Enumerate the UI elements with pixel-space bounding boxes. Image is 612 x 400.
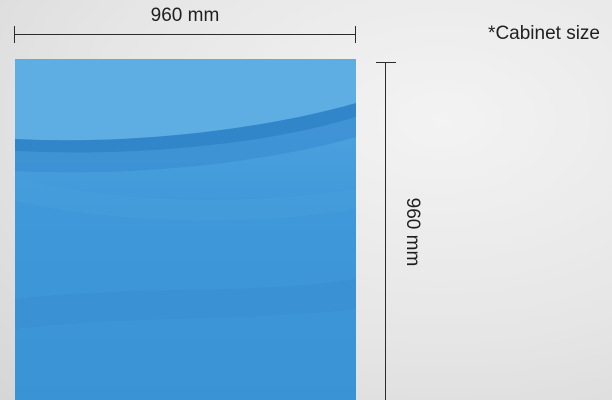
width-label: 960 mm [150,5,220,26]
panel-dark-wave [15,103,356,153]
width-dimension-right-tick [354,26,356,43]
width-dimension-bar [14,34,356,36]
cabinet-panel [15,59,356,400]
height-label: 960 mm [402,197,423,267]
width-dimension-line [14,26,356,44]
height-dimension-bar [385,62,387,400]
panel-soft-wave [15,179,356,221]
panel-top-highlight [15,59,356,141]
cabinet-size-note: *Cabinet size [488,23,600,44]
height-dimension-line [376,62,396,400]
width-dimension-left-tick [14,26,16,43]
panel-lower-wave [15,279,356,329]
panel-wave-graphic [15,59,356,400]
panel-mid-wave [15,117,356,173]
